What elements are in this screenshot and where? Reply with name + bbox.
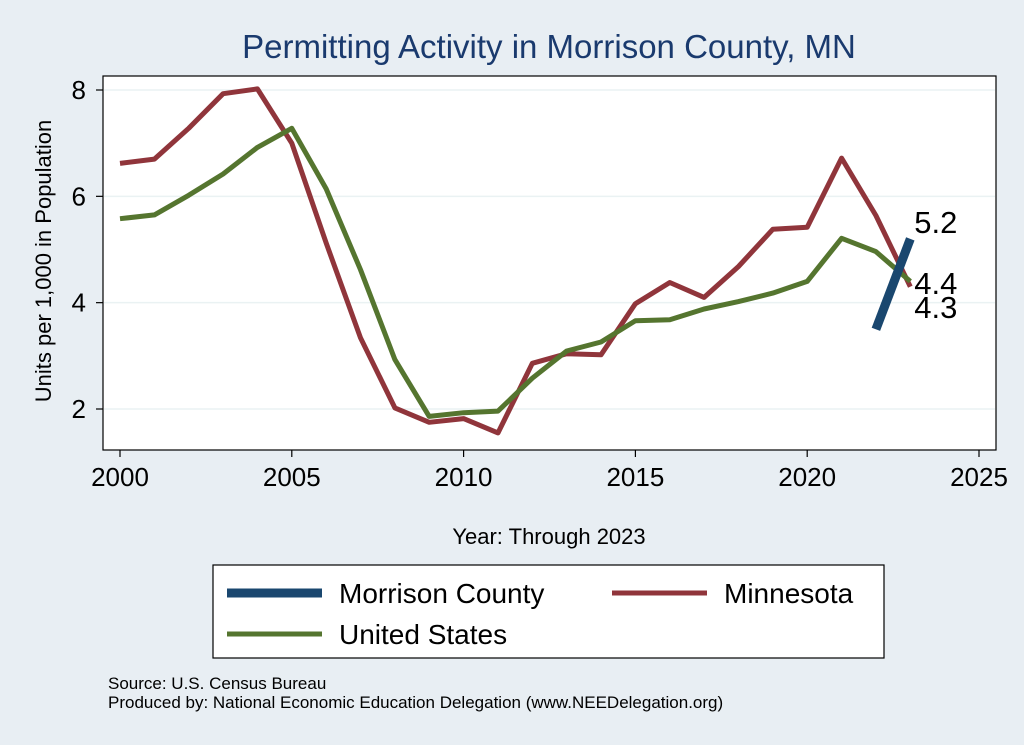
source-note: Source: U.S. Census Bureau — [108, 674, 326, 693]
x-tick-label: 2025 — [950, 462, 1008, 492]
x-axis-title: Year: Through 2023 — [452, 524, 645, 549]
x-tick-label: 2005 — [263, 462, 321, 492]
series-line-morrison-county — [871, 237, 915, 331]
legend-label-minnesota: Minnesota — [724, 578, 854, 609]
end-label-morrison-county: 5.2 — [914, 205, 957, 240]
y-tick-label: 2 — [72, 394, 86, 424]
series-line-united-states — [119, 125, 912, 419]
end-label-united-states: 4.4 — [914, 266, 957, 301]
x-tick-label: 2000 — [91, 462, 149, 492]
y-tick-label: 4 — [72, 288, 86, 318]
end-label-minnesota: 4.3 — [914, 290, 957, 325]
legend-label-united-states: United States — [339, 619, 507, 650]
x-tick-label: 2010 — [435, 462, 493, 492]
y-tick-label: 8 — [72, 75, 86, 105]
y-tick-label: 6 — [72, 181, 86, 211]
x-tick-label: 2020 — [778, 462, 836, 492]
y-axis-title: Units per 1,000 in Population — [31, 120, 56, 403]
plot-area — [102, 75, 997, 451]
chart-title: Permitting Activity in Morrison County, … — [242, 28, 856, 65]
produced-by-note: Produced by: National Economic Education… — [108, 693, 723, 712]
x-tick-label: 2015 — [606, 462, 664, 492]
legend-box — [212, 564, 885, 659]
legend-label-morrison-county: Morrison County — [339, 578, 544, 609]
